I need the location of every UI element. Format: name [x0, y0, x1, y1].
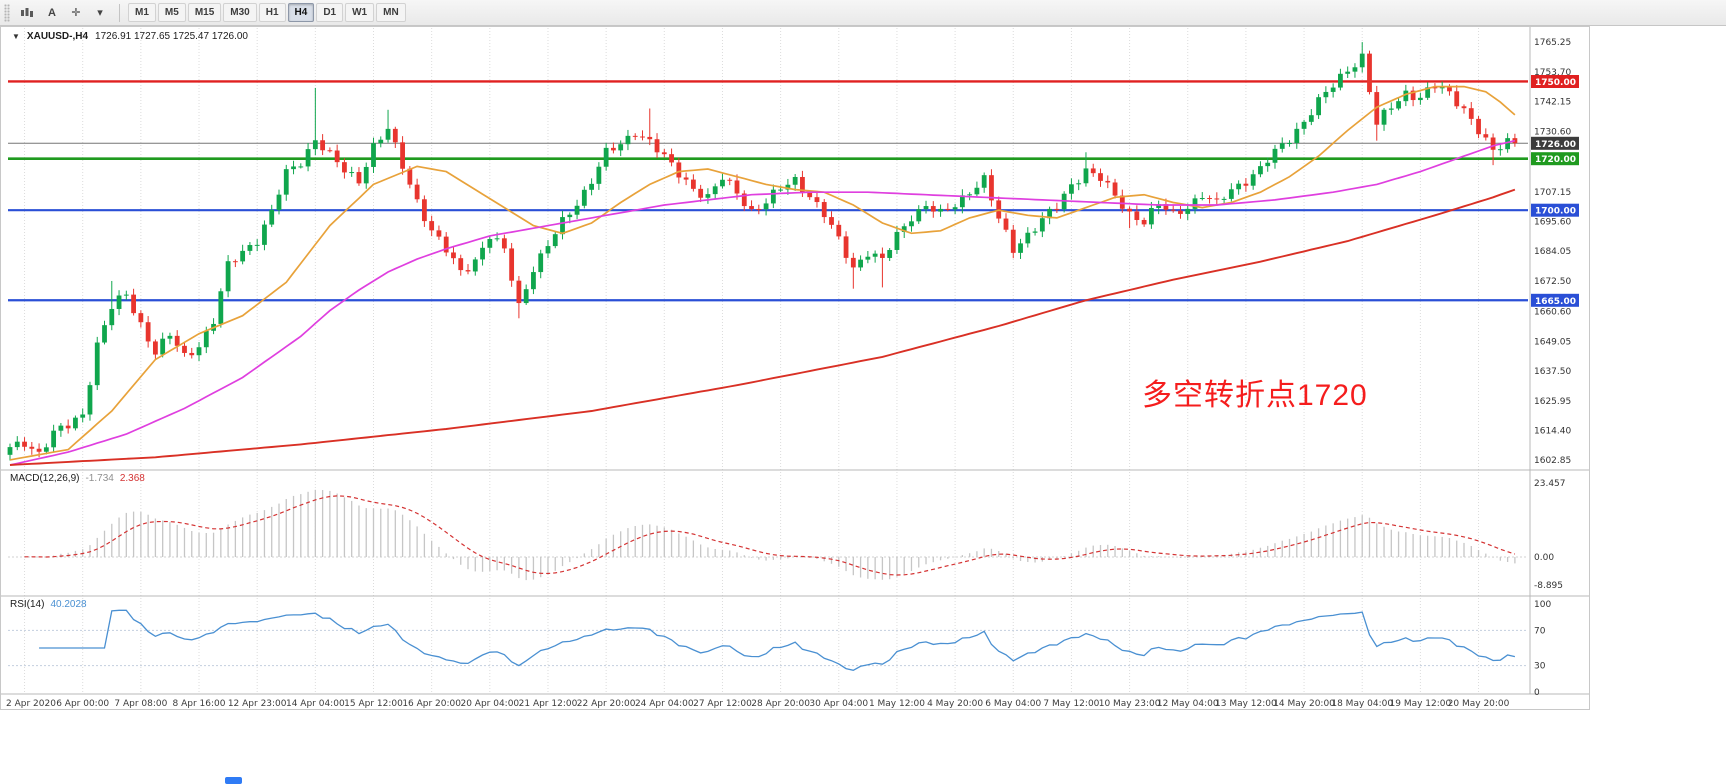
tools-dropdown-button[interactable]: ▾ — [89, 3, 111, 23]
timeframe-button-m30[interactable]: M30 — [223, 3, 257, 22]
svg-text:1707.15: 1707.15 — [1534, 188, 1571, 198]
svg-text:1765.25: 1765.25 — [1534, 38, 1571, 48]
rsi-name: RSI(14) — [10, 599, 45, 610]
svg-text:30: 30 — [1534, 662, 1546, 672]
taskbar-fragment — [225, 777, 242, 784]
svg-text:7 May 12:00: 7 May 12:00 — [1043, 699, 1099, 709]
svg-text:15 Apr 12:00: 15 Apr 12:00 — [344, 699, 403, 709]
svg-text:1637.50: 1637.50 — [1534, 367, 1571, 377]
svg-text:20 Apr 04:00: 20 Apr 04:00 — [460, 699, 519, 709]
timeframe-button-h4[interactable]: H4 — [287, 3, 315, 22]
svg-text:22 Apr 20:00: 22 Apr 20:00 — [577, 699, 636, 709]
svg-text:1730.60: 1730.60 — [1534, 127, 1571, 137]
timeframe-button-h1[interactable]: H1 — [258, 3, 286, 22]
svg-text:12 Apr 23:00: 12 Apr 23:00 — [228, 699, 287, 709]
svg-text:16 Apr 20:00: 16 Apr 20:00 — [402, 699, 461, 709]
svg-text:19 May 12:00: 19 May 12:00 — [1390, 699, 1452, 709]
cursor-button[interactable]: A — [41, 3, 63, 23]
svg-text:30 Apr 04:00: 30 Apr 04:00 — [809, 699, 868, 709]
svg-text:23.457: 23.457 — [1534, 479, 1566, 489]
svg-text:27 Apr 12:00: 27 Apr 12:00 — [693, 699, 752, 709]
svg-text:1695.60: 1695.60 — [1534, 218, 1571, 228]
chart-annotation-text: 多空转折点1720 — [1142, 379, 1368, 412]
timeframe-button-m1[interactable]: M1 — [128, 3, 156, 22]
macd-name: MACD(12,26,9) — [10, 473, 80, 484]
svg-text:12 May 04:00: 12 May 04:00 — [1157, 699, 1219, 709]
svg-text:6 Apr 00:00: 6 Apr 00:00 — [56, 699, 109, 709]
timeframe-button-d1[interactable]: D1 — [316, 3, 344, 22]
svg-text:70: 70 — [1534, 626, 1546, 636]
svg-text:13 May 12:00: 13 May 12:00 — [1215, 699, 1277, 709]
chart-type-icon-button[interactable] — [15, 3, 39, 23]
toolbar: A ✛ ▾ M1 M5 M15 M30 H1 H4 D1 W1 MN — [0, 0, 1726, 26]
svg-text:1602.85: 1602.85 — [1534, 456, 1571, 466]
macd-label: MACD(12,26,9) -1.734 2.368 — [10, 473, 145, 484]
svg-text:1753.70: 1753.70 — [1534, 68, 1571, 78]
crosshair-button[interactable]: ✛ — [65, 3, 87, 23]
svg-text:0.00: 0.00 — [1534, 553, 1554, 563]
crosshair-icon: ✛ — [71, 7, 81, 19]
svg-text:8 Apr 16:00: 8 Apr 16:00 — [173, 699, 226, 709]
svg-text:20 May 20:00: 20 May 20:00 — [1448, 699, 1510, 709]
svg-text:1750.00: 1750.00 — [1535, 78, 1576, 88]
toolbar-grip[interactable] — [4, 3, 10, 22]
svg-text:4 May 20:00: 4 May 20:00 — [927, 699, 983, 709]
svg-text:0: 0 — [1534, 688, 1540, 698]
svg-text:10 May 23:00: 10 May 23:00 — [1099, 699, 1161, 709]
svg-text:1672.50: 1672.50 — [1534, 277, 1571, 287]
svg-text:1614.40: 1614.40 — [1534, 427, 1571, 437]
svg-text:14 May 20:00: 14 May 20:00 — [1273, 699, 1335, 709]
price-chart-canvas[interactable]: 1765.25 1753.70 1742.15 1730.60 1707.15 1695.… — [0, 26, 1590, 710]
svg-text:2 Apr 2020: 2 Apr 2020 — [6, 699, 56, 709]
svg-text:18 May 04:00: 18 May 04:00 — [1331, 699, 1393, 709]
toolbar-separator — [119, 3, 120, 22]
macd-main-value: -1.734 — [85, 473, 114, 484]
candlestick-chart-icon — [21, 7, 33, 17]
svg-text:1660.60: 1660.60 — [1534, 308, 1571, 318]
ohlc-values: 1726.91 1727.65 1725.47 1726.00 — [95, 31, 248, 42]
svg-text:7 Apr 08:00: 7 Apr 08:00 — [114, 699, 167, 709]
svg-text:1665.00: 1665.00 — [1535, 297, 1576, 307]
chart-title: ▼ XAUUSD-,H4 1726.91 1727.65 1725.47 172… — [12, 31, 248, 42]
svg-text:28 Apr 20:00: 28 Apr 20:00 — [751, 699, 810, 709]
rsi-label: RSI(14) 40.2028 — [10, 599, 87, 610]
chevron-down-icon: ▾ — [97, 7, 103, 19]
svg-text:1 May 12:00: 1 May 12:00 — [869, 699, 925, 709]
timeframe-button-m5[interactable]: M5 — [157, 3, 186, 22]
svg-text:1625.95: 1625.95 — [1534, 397, 1571, 407]
svg-text:1649.05: 1649.05 — [1534, 337, 1571, 347]
symbol-period-label: XAUUSD-,H4 — [26, 31, 89, 42]
svg-text:1720.00: 1720.00 — [1535, 155, 1576, 165]
svg-text:-8.895: -8.895 — [1534, 581, 1563, 591]
rsi-value: 40.2028 — [50, 599, 87, 610]
svg-text:100: 100 — [1534, 600, 1551, 610]
svg-text:6 May 04:00: 6 May 04:00 — [985, 699, 1041, 709]
bottom-blank-area — [0, 710, 1726, 784]
timeframe-button-w1[interactable]: W1 — [345, 3, 375, 22]
macd-signal-value: 2.368 — [119, 473, 145, 484]
svg-text:24 Apr 04:00: 24 Apr 04:00 — [635, 699, 694, 709]
svg-text:14 Apr 04:00: 14 Apr 04:00 — [286, 699, 345, 709]
timeframe-button-m15[interactable]: M15 — [187, 3, 222, 22]
collapse-icon[interactable]: ▼ — [12, 32, 20, 41]
svg-text:1700.00: 1700.00 — [1535, 207, 1576, 217]
svg-text:1726.00: 1726.00 — [1535, 140, 1576, 150]
timeframe-button-mn[interactable]: MN — [376, 3, 406, 22]
svg-text:1684.05: 1684.05 — [1534, 247, 1571, 257]
chart-window[interactable]: 1765.25 1753.70 1742.15 1730.60 1707.15 1695.… — [0, 26, 1590, 710]
svg-text:21 Apr 12:00: 21 Apr 12:00 — [519, 699, 578, 709]
svg-text:1742.15: 1742.15 — [1534, 98, 1571, 108]
